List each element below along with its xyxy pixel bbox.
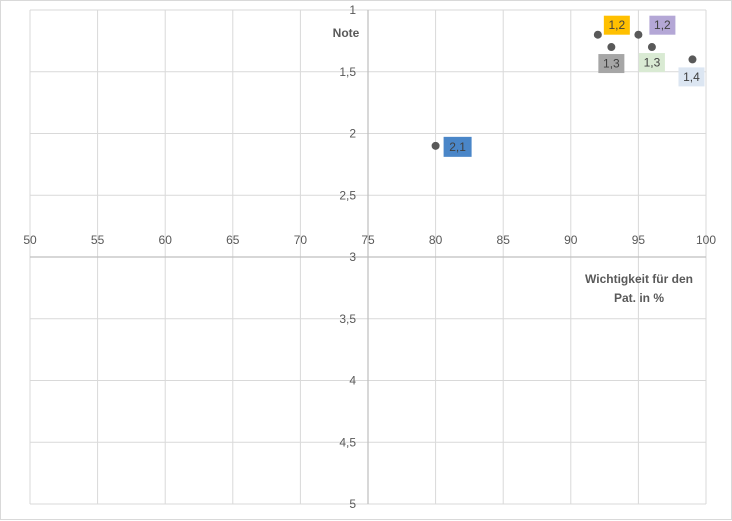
data-label-box: [649, 15, 676, 35]
data-label: 2,1: [449, 140, 466, 154]
data-label-box: [638, 53, 665, 73]
x-tick-label: 50: [23, 233, 37, 247]
data-label-box: [603, 15, 630, 35]
data-point: [431, 141, 440, 150]
y-tick-label: 1: [349, 3, 356, 17]
y-tick-label: 1,5: [339, 65, 356, 79]
x-tick-label: 70: [294, 233, 308, 247]
data-point: [607, 43, 616, 52]
data-label: 1,3: [644, 56, 661, 70]
data-label: 1,4: [683, 70, 700, 84]
x-axis-title-line2: Pat. in %: [614, 291, 664, 305]
y-axis-title: Note: [333, 26, 360, 40]
data-label: 1,2: [608, 18, 625, 32]
x-tick-label: 95: [632, 233, 646, 247]
y-tick-label: 2,5: [339, 188, 356, 202]
x-tick-label: 55: [91, 233, 105, 247]
x-tick-label: 65: [226, 233, 240, 247]
y-tick-label: 2: [349, 127, 356, 141]
data-label: 1,3: [603, 57, 620, 71]
data-label: 1,2: [654, 18, 671, 32]
x-axis-title-line1: Wichtigkeit für den: [585, 272, 693, 286]
data-label-box: [443, 136, 472, 157]
data-point: [593, 30, 602, 39]
y-tick-label: 3: [349, 250, 356, 264]
data-label-box: [678, 67, 705, 87]
x-tick-label: 85: [497, 233, 511, 247]
y-tick-label: 4,5: [339, 435, 356, 449]
x-tick-label: 100: [696, 233, 716, 247]
x-tick-label: 75: [361, 233, 375, 247]
data-point: [688, 55, 697, 64]
x-tick-label: 60: [159, 233, 173, 247]
data-label-box: [598, 54, 625, 74]
y-tick-label: 4: [349, 374, 356, 388]
data-point: [647, 43, 656, 52]
x-tick-label: 80: [429, 233, 443, 247]
x-tick-label: 90: [564, 233, 578, 247]
data-point: [634, 30, 643, 39]
y-tick-label: 5: [349, 497, 356, 511]
y-tick-label: 3,5: [339, 312, 356, 326]
